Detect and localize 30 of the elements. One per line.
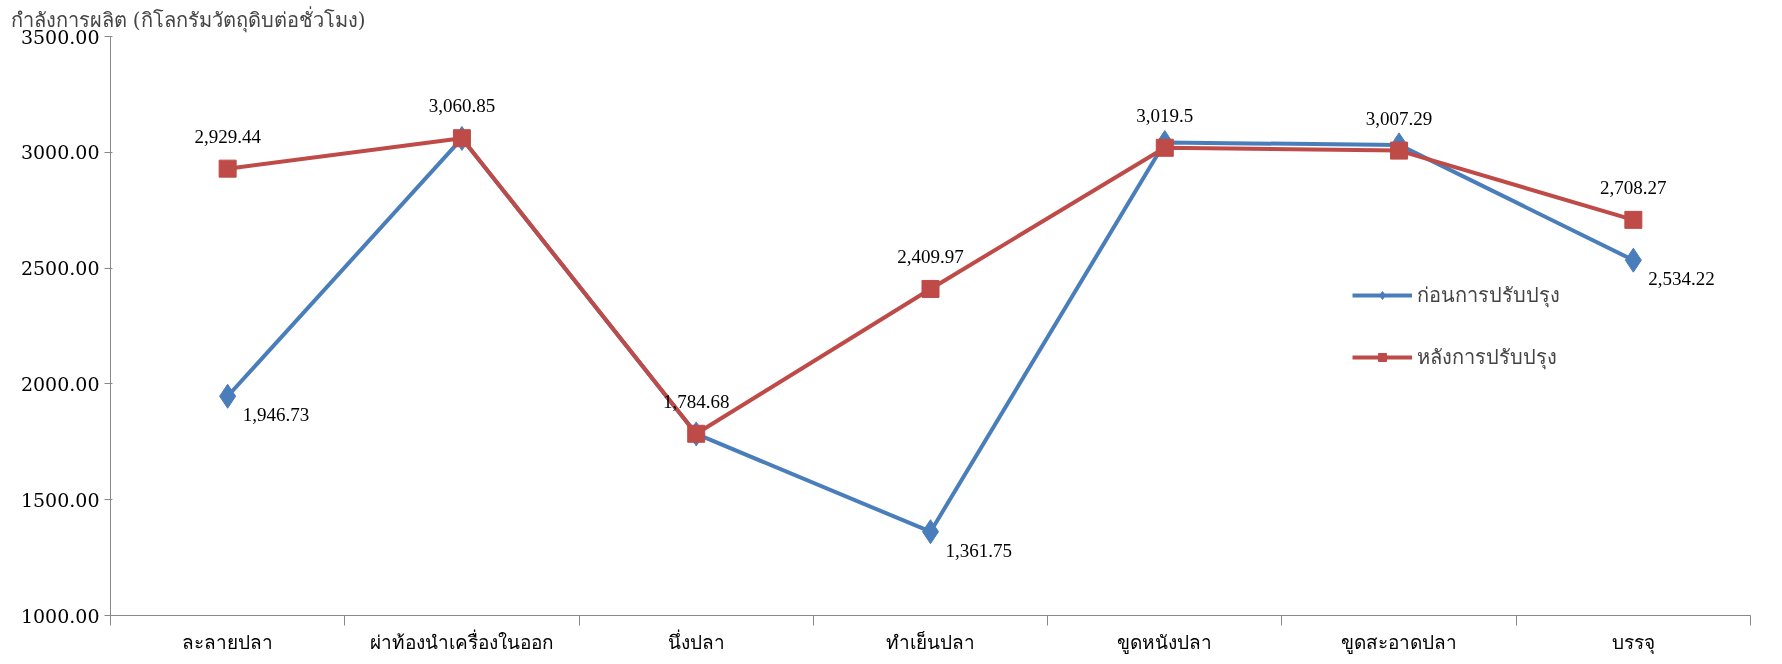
x-tick-label: ขูดสะอาดปลา (1341, 630, 1458, 654)
data-label: 3,007.29 (1365, 107, 1433, 129)
x-tick-label: นึ่งปลา (667, 628, 725, 653)
point (921, 279, 940, 298)
point (1390, 141, 1409, 160)
data-label: 2,409.97 (897, 245, 964, 267)
data-label: 1,946.73 (242, 404, 310, 426)
x-tick-label: ทำเย็นปลา (886, 629, 975, 653)
point (1624, 210, 1643, 229)
point (218, 159, 237, 178)
x-tick-label: ขูดหนังปลา (1117, 630, 1213, 654)
point (1155, 138, 1174, 157)
data-label: 2,534.22 (1648, 268, 1715, 290)
point (687, 424, 706, 443)
x-tick-label: ละลายปลา (182, 630, 274, 653)
legend-label: ก่อนการปรับปรุง (1417, 281, 1560, 310)
y-tick-label: 2500.00 (20, 257, 100, 280)
x-tick-label: บรรจุ (1611, 630, 1655, 655)
y-tick-label: 3000.00 (20, 141, 100, 164)
point (452, 129, 471, 148)
y-tick-label: 1500.00 (20, 488, 100, 511)
y-tick-label: 1000.00 (20, 604, 100, 627)
legend-label: หลังการปรับปรุง (1417, 343, 1557, 372)
x-tick-label: ผ่าท้องนำเครื่องในออก (369, 628, 554, 653)
data-label: 3,060.85 (428, 95, 496, 117)
data-label: 2,708.27 (1600, 176, 1667, 198)
data-label: 1,361.75 (945, 539, 1012, 561)
data-label: 3,019.5 (1136, 104, 1194, 126)
y-tick-label: 2000.00 (20, 372, 100, 395)
data-label: 2,929.44 (194, 125, 262, 147)
